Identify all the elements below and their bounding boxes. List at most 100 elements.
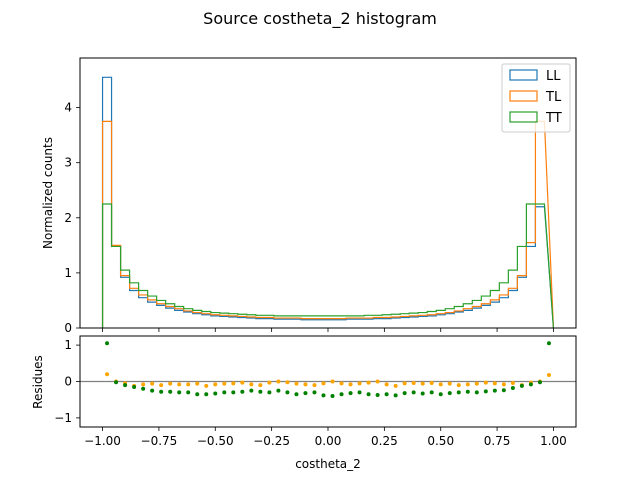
- residues-y-tick-label: −1: [54, 411, 72, 425]
- residue-point-green: [141, 386, 146, 391]
- x-axis-label: costheta_2: [295, 457, 361, 471]
- histogram-panel: 0 1 2 3 4 Normalized counts LL TL TT: [41, 57, 577, 335]
- residues-panel: −1 0 1 −1.00 −0.75 −0.50 −0.25 0.00 0.25 0.50 0.7…: [31, 335, 577, 471]
- residue-point-green: [375, 392, 380, 397]
- histogram-y-ticks: 0 1 2 3 4: [64, 101, 80, 335]
- histogram-y-tick-label: 0: [64, 321, 72, 335]
- legend-label-tt: TT: [545, 111, 562, 126]
- histogram-y-tick-label: 2: [64, 211, 72, 225]
- residue-point-orange: [348, 382, 353, 387]
- residue-point-orange: [267, 380, 272, 385]
- residues-plot-area: [80, 341, 576, 399]
- residue-point-orange: [393, 383, 398, 388]
- residue-point-green: [348, 391, 353, 396]
- residue-point-green: [528, 382, 533, 387]
- legend-swatch-tl: [509, 90, 538, 102]
- residue-point-orange: [276, 379, 281, 384]
- residue-point-orange: [339, 381, 344, 386]
- legend-label-tl: TL: [545, 90, 562, 105]
- residue-point-orange: [204, 383, 209, 388]
- histogram-series-tl: [101, 120, 555, 329]
- legend-frame: [501, 63, 571, 133]
- residue-point-green: [213, 391, 218, 396]
- residue-point-green: [456, 390, 461, 395]
- histogram-series-tt: [101, 203, 555, 329]
- legend: LL TL TT: [501, 63, 571, 133]
- residues-y-tick-label: 0: [64, 375, 72, 389]
- residue-point-orange: [159, 383, 164, 388]
- x-tick-label: 0.00: [315, 434, 342, 448]
- legend-swatch-tt: [509, 111, 538, 123]
- residue-point-green: [231, 390, 236, 395]
- residue-point-green: [330, 394, 335, 399]
- residue-point-orange: [150, 381, 155, 386]
- residue-point-green: [429, 390, 434, 395]
- residue-point-green: [366, 392, 371, 397]
- residue-point-orange: [303, 382, 308, 387]
- residue-point-green: [276, 388, 281, 393]
- x-tick-label: 1.00: [540, 434, 567, 448]
- x-tick-label: 0.50: [427, 434, 454, 448]
- figure-title: Source costheta_2 histogram: [203, 9, 437, 29]
- residue-point-green: [510, 386, 515, 391]
- residue-point-orange: [483, 380, 488, 385]
- x-tick-label: 0.25: [371, 434, 398, 448]
- residue-point-orange: [105, 372, 110, 377]
- residue-point-green: [312, 390, 317, 395]
- histogram-x-ticks: [102, 328, 554, 332]
- residue-point-green: [411, 390, 416, 395]
- x-tick-label: −0.75: [141, 434, 178, 448]
- residue-point-green: [168, 389, 173, 394]
- residue-point-green: [177, 390, 182, 395]
- residue-point-orange: [249, 382, 254, 387]
- residue-point-green: [240, 389, 245, 394]
- residue-point-green: [519, 383, 524, 388]
- residue-point-orange: [357, 381, 362, 386]
- residue-point-green: [483, 389, 488, 394]
- residue-point-orange: [258, 383, 263, 388]
- residue-point-green: [186, 390, 191, 395]
- residue-point-orange: [366, 380, 371, 385]
- residues-y-tick-label: 1: [64, 338, 72, 352]
- histogram-plot-area: [101, 76, 555, 329]
- residue-point-green: [204, 392, 209, 397]
- residue-point-orange: [168, 381, 173, 386]
- residue-point-green: [114, 380, 119, 385]
- histogram-y-tick-label: 1: [64, 266, 72, 280]
- residue-point-green: [393, 393, 398, 398]
- residue-point-green: [294, 392, 299, 397]
- residue-point-green: [339, 392, 344, 397]
- residue-point-orange: [240, 380, 245, 385]
- residue-point-green: [159, 389, 164, 394]
- residue-point-green: [474, 390, 479, 395]
- residue-point-green: [150, 388, 155, 393]
- residue-point-green: [285, 390, 290, 395]
- residue-point-orange: [186, 382, 191, 387]
- x-tick-label: −0.50: [197, 434, 234, 448]
- residue-point-green: [132, 384, 137, 389]
- residue-point-orange: [501, 382, 506, 387]
- residue-point-green: [267, 390, 272, 395]
- x-tick-label: 0.75: [484, 434, 511, 448]
- residue-point-green: [447, 391, 452, 396]
- residue-point-orange: [375, 379, 380, 384]
- residue-point-orange: [213, 382, 218, 387]
- residue-point-green: [357, 390, 362, 395]
- residues-y-axis-label: Residues: [31, 355, 45, 409]
- residue-point-orange: [429, 380, 434, 385]
- x-tick-label: −0.25: [253, 434, 290, 448]
- residue-point-orange: [195, 381, 200, 386]
- legend-label-ll: LL: [546, 69, 561, 84]
- residue-point-green: [258, 389, 263, 394]
- residue-point-orange: [141, 382, 146, 387]
- histogram-y-axis-label: Normalized counts: [41, 137, 55, 249]
- residue-point-orange: [465, 382, 470, 387]
- residue-point-orange: [402, 381, 407, 386]
- residue-point-orange: [492, 381, 497, 386]
- histogram-y-tick-label: 3: [64, 156, 72, 170]
- residue-point-green: [249, 388, 254, 393]
- residue-point-green: [303, 391, 308, 396]
- residue-point-green: [537, 380, 542, 385]
- residue-point-green: [465, 389, 470, 394]
